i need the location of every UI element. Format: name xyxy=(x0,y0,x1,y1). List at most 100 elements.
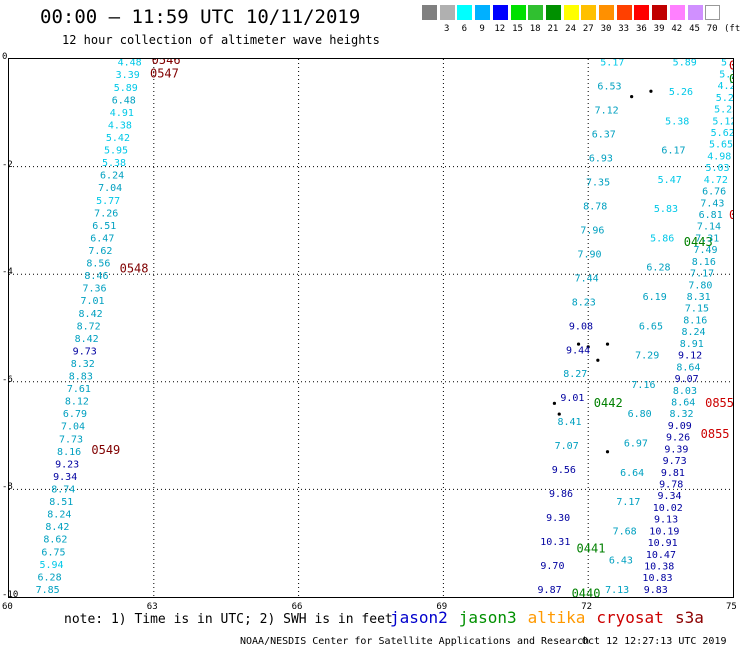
legend-tick-label: 12 xyxy=(494,24,506,34)
legend-swatch xyxy=(475,5,491,20)
legend-tick-label: 18 xyxy=(529,24,541,34)
legend-tick-label: 6 xyxy=(461,24,468,34)
wave-height-value: 9.09 xyxy=(668,421,692,432)
wave-height-value: 10.38 xyxy=(644,561,674,572)
wave-height-value: 5.38 xyxy=(665,116,689,127)
wave-height-value: 5.38 xyxy=(102,158,126,169)
wave-height-value: 8.16 xyxy=(57,447,81,458)
pass-time-label: 0 xyxy=(729,72,733,86)
wave-height-value: 6.53 xyxy=(597,82,621,93)
footer-note: note: 1) Time is in UTC; 2) SWH is in fe… xyxy=(64,612,393,627)
wave-height-value: 7.12 xyxy=(595,106,619,117)
wave-height-value: 7.61 xyxy=(67,384,91,395)
pass-time-label: 0443 xyxy=(684,235,713,249)
wave-height-value: 5.20 xyxy=(716,93,733,104)
legend-swatch xyxy=(510,5,526,20)
wave-height-value: 8.64 xyxy=(671,397,695,408)
wave-height-value: 9.86 xyxy=(549,489,573,500)
pass-time-label: 0549 xyxy=(91,443,120,457)
wave-height-value: 6.37 xyxy=(592,130,616,141)
wave-height-value: 5.83 xyxy=(654,204,678,215)
pass-time-label: 0547 xyxy=(150,66,179,80)
wave-height-value: 6.48 xyxy=(112,95,136,106)
wave-height-value: 5.03 xyxy=(706,163,730,174)
wave-height-value: 8.78 xyxy=(583,201,607,212)
wave-height-value: 8.42 xyxy=(75,334,99,345)
wave-height-value: 6.81 xyxy=(699,210,723,221)
wave-height-value: 5.42 xyxy=(106,133,130,144)
legend-swatch xyxy=(422,5,437,20)
satellite-name: jason2 xyxy=(390,608,448,627)
wave-height-value: 9.34 xyxy=(657,491,681,502)
map-canvas: 4.483.395.896.484.914.385.425.955.386.24… xyxy=(9,53,740,601)
wave-height-value: 9.34 xyxy=(53,472,77,483)
wave-height-value: 5.95 xyxy=(104,146,128,157)
wave-height-value: 5.65 xyxy=(709,140,733,151)
wave-height-value: 10.31 xyxy=(540,537,570,548)
wave-height-value: 7.85 xyxy=(36,585,60,596)
wave-height-value: 7.44 xyxy=(575,273,599,284)
wave-height-value: 9.08 xyxy=(569,321,593,332)
wave-height-value: 7.80 xyxy=(688,280,712,291)
island-marker xyxy=(605,450,610,454)
page-subtitle: 12 hour collection of altimeter wave hei… xyxy=(62,33,380,47)
wave-height-value: 7.17 xyxy=(616,497,640,508)
latitude-tick-label: -4 xyxy=(2,267,13,278)
wave-height-value: 8.41 xyxy=(558,417,582,428)
satellite-name: cryosat xyxy=(596,608,664,627)
legend-tick-label: 3 xyxy=(443,24,450,34)
island-marker xyxy=(605,342,610,346)
legend-tick-label: 45 xyxy=(689,24,700,34)
island-marker xyxy=(649,89,653,93)
wave-height-value: 9.73 xyxy=(73,346,97,357)
legend-tick-label: 70 xyxy=(706,24,718,34)
legend-swatch xyxy=(492,5,508,20)
wave-height-value: 8.74 xyxy=(51,485,75,496)
wave-height-value: 9.23 xyxy=(55,459,79,470)
wave-height-value: 6.47 xyxy=(90,233,114,244)
wave-height-value: 7.16 xyxy=(631,380,655,391)
pass-time-label: 0855 xyxy=(701,427,730,441)
map-panel: 4.48 3.39 5.89 6.48 4.91 4.38 5.42 5.95 5.38 6.24… xyxy=(8,53,740,601)
wave-height-value: 8.51 xyxy=(49,497,73,508)
longitude-tick-label: 69 xyxy=(436,602,448,612)
wave-height-value: 8.83 xyxy=(69,372,93,383)
wave-height-value: 8.42 xyxy=(79,309,103,320)
wave-height-value: 9.56 xyxy=(552,465,576,476)
latitude-tick-label: -2 xyxy=(2,159,13,170)
wave-height-value: 7.90 xyxy=(577,249,601,260)
wave-height-value: 5.26 xyxy=(669,87,693,98)
wave-height-value: 9.78 xyxy=(659,479,683,490)
legend-swatch xyxy=(528,5,544,20)
wave-height-value: 5.35 xyxy=(719,69,733,80)
wave-height-value: 8.16 xyxy=(692,257,716,268)
wave-height-value: 6.24 xyxy=(100,171,124,182)
legend-swatch xyxy=(457,5,473,20)
wave-height-value: 6.80 xyxy=(628,409,652,420)
wave-height-value: 7.26 xyxy=(94,208,118,219)
pass-time-label: 0441 xyxy=(577,542,606,556)
wave-height-value: 9.70 xyxy=(540,561,564,572)
wave-height-value: 10.19 xyxy=(649,526,679,537)
wave-height-value: 8.64 xyxy=(676,362,700,373)
legend-swatch xyxy=(634,5,650,20)
wave-height-value: 8.56 xyxy=(86,259,110,270)
wave-height-value: 7.13 xyxy=(605,585,629,596)
legend-swatch xyxy=(616,5,632,20)
wave-height-value: 7.31 xyxy=(695,233,719,244)
wave-height-value: 8.91 xyxy=(680,339,704,350)
satellite-name: s3a xyxy=(675,608,704,627)
wave-height-value: 8.03 xyxy=(673,386,697,397)
wave-height-value: 5.23 xyxy=(714,105,733,116)
latitude-tick-label: -6 xyxy=(2,374,13,385)
wave-height-value: 9.44 xyxy=(566,345,590,356)
wave-height-value: 9.13 xyxy=(654,515,678,526)
wave-height-value: 8.46 xyxy=(84,271,108,282)
island-marker xyxy=(552,401,557,405)
wave-height-value: 6.17 xyxy=(661,146,685,157)
wave-height-value: 9.30 xyxy=(546,513,570,524)
wave-height-value: 6.28 xyxy=(646,263,670,274)
island-marker xyxy=(557,412,561,416)
legend-tick-label: 30 xyxy=(600,24,612,34)
